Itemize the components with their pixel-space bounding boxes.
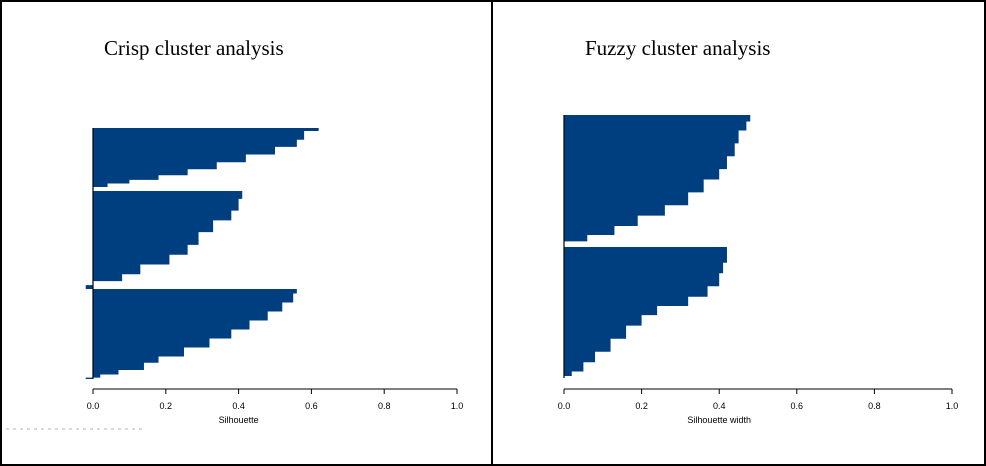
x-tick-label: 0.2: [635, 401, 648, 411]
x-tick-label: 0.2: [160, 401, 173, 411]
x-tick-label: 0.6: [791, 401, 804, 411]
x-tick-label: 0.8: [378, 401, 391, 411]
x-tick-label: 1.0: [946, 401, 959, 411]
fuzzy-panel-title: Fuzzy cluster analysis: [585, 36, 771, 60]
crisp-panel-title: Crisp cluster analysis: [104, 36, 284, 60]
x-tick-label: 0.4: [713, 401, 726, 411]
x-tick-label: 0.4: [232, 401, 245, 411]
cluster-2-silhouette-bars: [78, 191, 243, 289]
cluster-1-silhouette-bars: [93, 128, 319, 187]
x-tick-label: 0.0: [87, 401, 100, 411]
cluster-1-silhouette-bars: [552, 115, 751, 244]
faint-text-artifact: [6, 428, 146, 430]
cluster-2-silhouette-bars: [536, 247, 727, 378]
x-tick-label: 0.6: [305, 401, 318, 411]
x-tick-label: 1.0: [451, 401, 464, 411]
cluster-3-silhouette-bars: [42, 289, 297, 379]
x-axis-title: Silhouette width: [687, 415, 751, 425]
panel-divider: [491, 0, 493, 466]
x-tick-label: 0.8: [868, 401, 881, 411]
x-axis-title: Silhouette: [219, 415, 259, 425]
x-tick-label: 0.0: [558, 401, 571, 411]
